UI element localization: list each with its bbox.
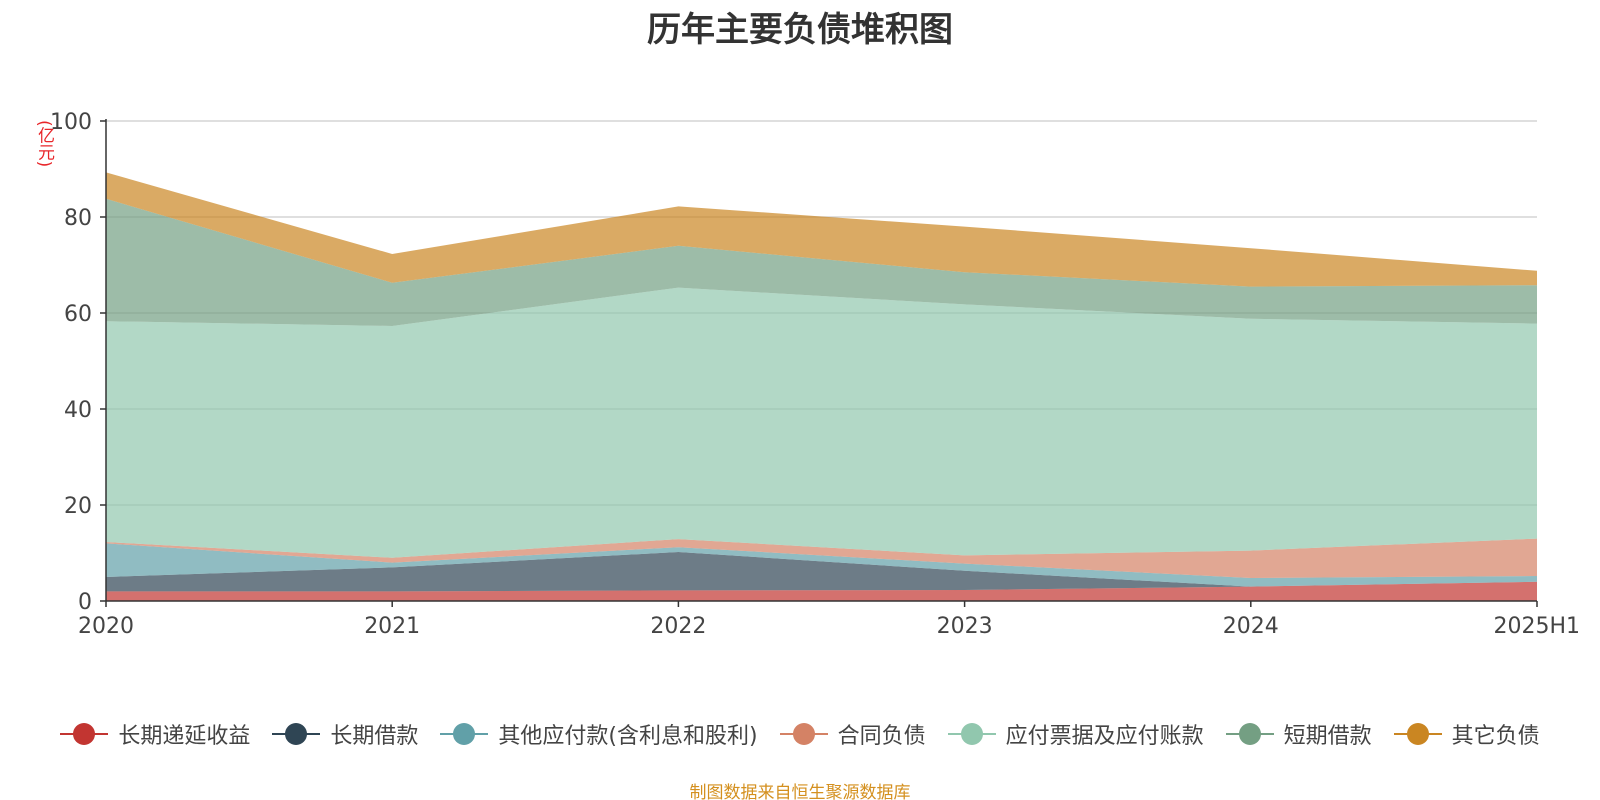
legend-label: 其他应付款(含利息和股利) — [498, 724, 758, 749]
y-tick-label: 80 — [64, 206, 92, 231]
area-series-6 — [106, 172, 1537, 287]
y-tick-label: 100 — [50, 110, 92, 135]
area-series-layer — [106, 172, 1537, 601]
area-series-1 — [106, 552, 1537, 592]
legend-marker-icon — [1393, 722, 1442, 746]
legend-label: 短期借款 — [1283, 724, 1372, 749]
legend-item[interactable]: 其他应付款(含利息和股利) — [440, 718, 758, 750]
x-tick-label: 2020 — [78, 614, 134, 639]
area-series-2 — [106, 543, 1537, 587]
y-tick-label: 60 — [64, 302, 92, 327]
legend-marker-icon — [947, 722, 996, 746]
legend-marker-icon — [1225, 722, 1274, 746]
legend-marker-icon — [272, 722, 321, 746]
y-tick-label: 20 — [64, 494, 92, 519]
x-tick-label: 2021 — [364, 614, 420, 639]
stacked-area-plot: 0 20 40 60 80 100 2020 2021 2022 2023 2024 2025H1 — [50, 110, 1580, 639]
x-tick-label: 2022 — [650, 614, 706, 639]
legend-label: 其它负债 — [1451, 724, 1540, 749]
legend-label: 长期递延收益 — [118, 724, 251, 749]
legend-label: 合同负债 — [837, 724, 926, 749]
y-tick-label: 0 — [78, 590, 92, 615]
source-note: 制图数据来自恒生聚源数据库 — [689, 783, 911, 800]
area-series-5 — [106, 198, 1537, 326]
y-axis-unit-label: (亿元) — [34, 120, 54, 168]
x-tick-label: 2024 — [1223, 614, 1279, 639]
legend-item[interactable]: 应付票据及应付账款 — [947, 718, 1204, 750]
legend: 长期递延收益 长期借款 其他应付款(含利息和股利) 合同负债 应付票据及应付账款 短期借款… — [0, 718, 1600, 750]
legend-item[interactable]: 短期借款 — [1225, 718, 1372, 750]
area-series-3 — [106, 538, 1537, 578]
legend-marker-icon — [60, 722, 109, 746]
y-tick-label: 40 — [64, 398, 92, 423]
legend-marker-icon — [779, 722, 828, 746]
legend-label: 应付票据及应付账款 — [1005, 724, 1204, 749]
legend-item[interactable]: 长期递延收益 — [60, 718, 250, 750]
area-series-4 — [106, 287, 1537, 558]
legend-label: 长期借款 — [330, 724, 419, 749]
area-series-0 — [106, 581, 1537, 601]
chart-title: 历年主要负债堆积图 — [647, 10, 953, 50]
legend-item[interactable]: 合同负债 — [779, 718, 926, 750]
legend-item[interactable]: 其它负债 — [1393, 718, 1540, 750]
axes: 0 20 40 60 80 100 2020 2021 2022 2023 2024 2025H1 — [50, 110, 1580, 639]
x-tick-label: 2025H1 — [1493, 614, 1580, 639]
legend-item[interactable]: 长期借款 — [272, 718, 418, 750]
legend-marker-icon — [440, 722, 489, 746]
x-tick-label: 2023 — [937, 614, 993, 639]
